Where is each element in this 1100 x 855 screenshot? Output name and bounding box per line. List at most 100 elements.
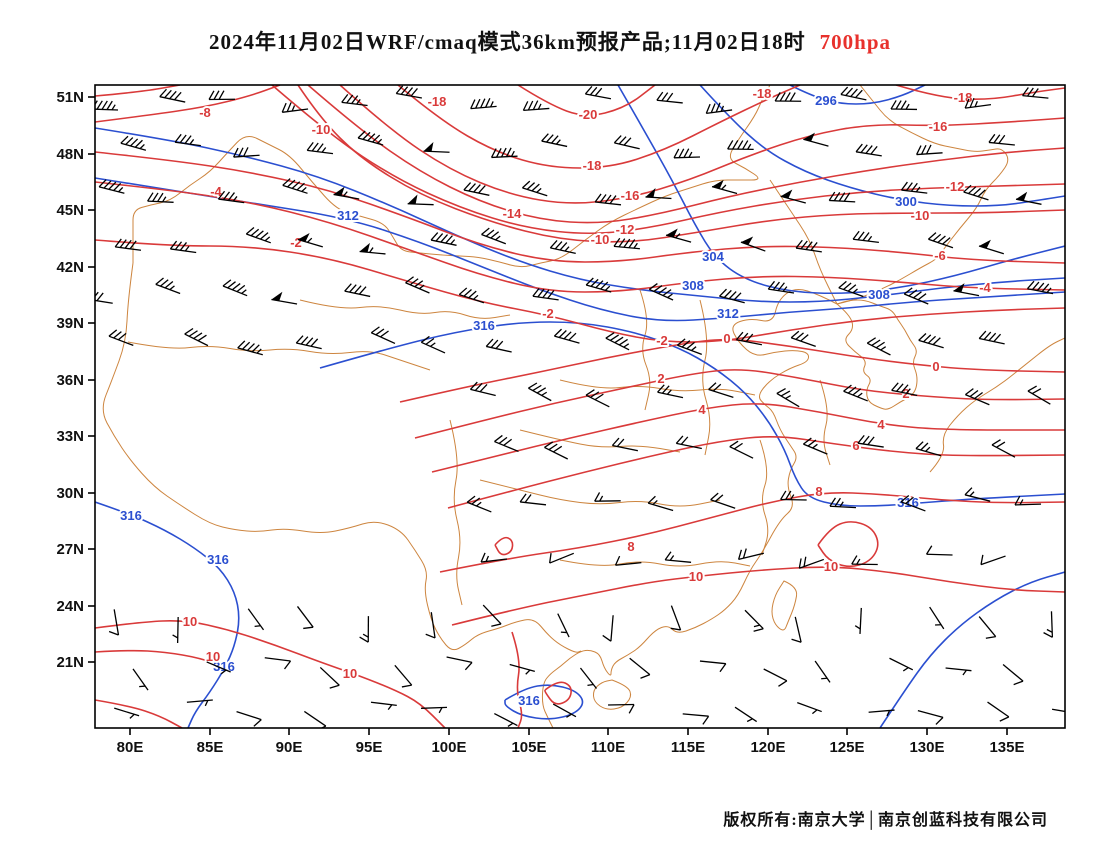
barb-feather xyxy=(479,186,486,193)
barb-feather xyxy=(595,88,602,96)
lat-tick-label: 39N xyxy=(56,315,84,332)
barb-feather xyxy=(1071,714,1077,722)
wind-barb xyxy=(918,711,943,725)
barb-feather xyxy=(555,242,562,249)
wind-barb xyxy=(334,187,360,199)
barb-feather xyxy=(109,631,118,635)
barb-feather xyxy=(426,634,435,638)
barb-feather xyxy=(994,334,1001,341)
barb-half-feather xyxy=(926,447,930,451)
barb-feather xyxy=(614,136,621,143)
wind-barb xyxy=(223,280,247,296)
barb-feather xyxy=(921,443,928,450)
barb-feather xyxy=(904,288,912,294)
lat-tick-label: 45N xyxy=(56,202,84,219)
barb-feather xyxy=(170,91,177,98)
barb-feather xyxy=(612,438,619,445)
wind-barb xyxy=(87,291,113,303)
barb-feather xyxy=(619,137,626,144)
temperature-contour-label: 10 xyxy=(183,614,197,629)
barb-half-feather xyxy=(265,237,270,241)
barb-feather xyxy=(354,286,361,293)
barb-feather xyxy=(851,89,858,96)
lon-tick-label: 120E xyxy=(750,739,785,756)
temperature-contour-label: 4 xyxy=(877,417,885,432)
barb-feather xyxy=(720,664,726,672)
wind-barb xyxy=(1003,665,1023,685)
barb-feather xyxy=(499,437,507,443)
chart-title-text: 2024年11月02日WRF/cmaq模式36km预报产品;11月02日18时 xyxy=(209,30,806,54)
barb-feather xyxy=(775,92,780,101)
wind-barb xyxy=(777,389,799,407)
wind-barb xyxy=(395,665,412,687)
height-contour-label: 308 xyxy=(682,278,704,293)
wind-barb xyxy=(612,438,637,451)
wind-barb xyxy=(297,606,313,628)
barb-half-feather xyxy=(600,496,603,501)
temperature-contour-label: 10 xyxy=(824,559,838,574)
barb-feather xyxy=(924,335,931,342)
temperature-contour-label: 4 xyxy=(698,402,706,417)
barb-feather xyxy=(486,339,493,346)
barb-feather xyxy=(312,143,318,151)
barb-feather xyxy=(711,493,719,500)
lat-tick-label: 30N xyxy=(56,485,84,502)
barb-feather xyxy=(1032,389,1041,394)
temperature-contour-label: 10 xyxy=(689,569,703,584)
barb-feather xyxy=(244,147,248,156)
wind-barb xyxy=(891,100,917,109)
barb-feather xyxy=(525,494,531,502)
wind-barb xyxy=(1027,281,1053,293)
geography-layer xyxy=(103,85,1065,728)
barb-feather xyxy=(738,141,743,150)
barb-feather xyxy=(928,336,935,343)
temperature-contour-label: -8 xyxy=(199,105,211,120)
barb-feather xyxy=(165,282,173,288)
barb-half-feather xyxy=(170,286,175,290)
barb-half-feather xyxy=(542,392,547,395)
barb-feather xyxy=(928,233,936,240)
barb-feather xyxy=(603,635,611,641)
temperature-contour-label: -10 xyxy=(312,122,331,137)
barb-half-feather xyxy=(537,188,541,192)
barb-feather xyxy=(358,131,365,138)
barb-pennant xyxy=(1016,192,1027,201)
temperature-contour xyxy=(95,85,280,122)
barb-feather xyxy=(965,389,973,395)
wind-barb xyxy=(946,668,972,675)
barb-half-feather xyxy=(855,626,860,629)
temperature-contour-label: -2 xyxy=(290,235,302,250)
barb-half-feather xyxy=(813,444,818,448)
border-coastline xyxy=(480,480,720,506)
wind-barb xyxy=(550,240,575,253)
temperature-contour-label: -18 xyxy=(954,90,973,105)
barb-feather xyxy=(533,385,542,390)
barb-feather xyxy=(153,193,158,201)
temperature-contour-label: 0 xyxy=(723,331,730,346)
wind-barb xyxy=(988,702,1009,721)
wind-barb xyxy=(856,144,882,156)
wind-barb xyxy=(92,101,118,110)
barb-feather xyxy=(446,236,453,243)
wind-barb xyxy=(553,704,576,717)
barb-feather xyxy=(175,134,181,142)
wind-barb xyxy=(360,616,369,642)
wind-barb xyxy=(237,712,262,727)
barb-feather xyxy=(109,330,117,336)
barb-feather xyxy=(296,336,303,343)
barb-feather xyxy=(148,193,153,201)
barb-half-feather xyxy=(388,705,392,710)
barb-feather xyxy=(1044,633,1053,638)
barb-feather xyxy=(619,239,625,247)
barb-feather xyxy=(965,488,972,495)
barb-feather xyxy=(739,550,742,560)
barb-feather xyxy=(380,331,388,337)
barb-feather xyxy=(551,136,558,143)
barb-feather xyxy=(848,285,856,291)
wind-barb xyxy=(523,101,549,111)
barb-feather xyxy=(554,329,561,336)
barb-feather xyxy=(107,101,112,109)
wind-barb xyxy=(979,331,1004,344)
border-coastline xyxy=(103,263,581,652)
wind-barb xyxy=(271,292,297,304)
